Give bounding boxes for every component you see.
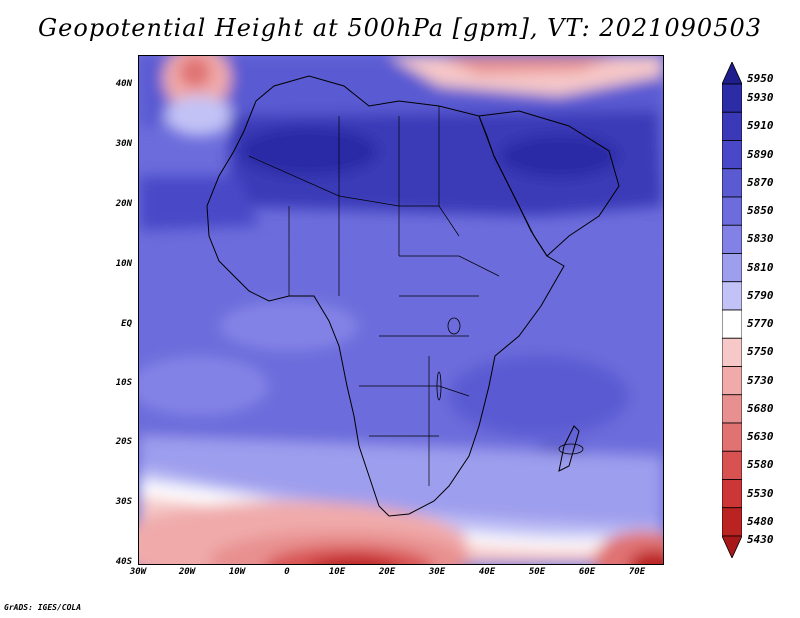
colorbar-cell — [722, 450, 742, 480]
colorbar-level-label: 5730 — [747, 373, 774, 387]
colorbar-level-label: 5850 — [747, 204, 774, 218]
colorbar-cell — [722, 309, 742, 339]
lon-tick-label: 20E — [378, 567, 396, 577]
lon-tick-label: 30W — [129, 567, 147, 577]
country-borders — [248, 106, 500, 486]
colorbar-cell — [722, 224, 742, 254]
colorbar — [722, 62, 742, 558]
colorbar-cell — [722, 196, 742, 226]
coastlines — [206, 75, 620, 517]
lat-tick-label: 30S — [115, 497, 132, 507]
lat-tick-label: 10S — [115, 378, 132, 388]
map-panel — [138, 55, 664, 565]
lon-tick-label: 50E — [528, 567, 546, 577]
colorbar-level-label: 5830 — [747, 232, 774, 246]
colorbar-cell — [722, 62, 742, 85]
colorbar-level-label: 5630 — [747, 430, 774, 444]
lat-tick-label: 10N — [115, 259, 132, 269]
colorbar-cell — [722, 83, 742, 113]
lon-tick-label: 10W — [228, 567, 246, 577]
lon-tick-label: 20W — [178, 567, 196, 577]
lat-tick-label: 40S — [115, 557, 132, 567]
colorbar-cell — [722, 366, 742, 396]
lat-tick-label: 20N — [115, 199, 132, 209]
credit-label: GrADS: IGES/COLA — [4, 603, 82, 612]
colorbar-level-label: 5950 — [747, 71, 774, 85]
colorbar-level-label: 5790 — [747, 288, 774, 302]
colorbar-level-label: 5890 — [747, 147, 774, 161]
colorbar-cell — [722, 253, 742, 283]
height-field-map — [139, 56, 663, 564]
lon-tick-label: 30E — [428, 567, 446, 577]
lon-tick-label: 40E — [478, 567, 496, 577]
colorbar-cell — [722, 168, 742, 198]
lon-tick-label: 70E — [628, 567, 646, 577]
colorbar-cell — [722, 281, 742, 311]
colorbar-level-label: 5770 — [747, 317, 774, 331]
colorbar-level-label: 5480 — [747, 514, 774, 528]
colorbar-level-label: 5580 — [747, 458, 774, 472]
colorbar-cell — [722, 479, 742, 509]
colorbar-level-label: 5870 — [747, 175, 774, 189]
lat-tick-label: 20S — [115, 437, 132, 447]
colorbar-cell — [722, 507, 742, 537]
colorbar-level-label: 5910 — [747, 119, 774, 133]
lat-tick-label: 40N — [115, 79, 132, 89]
colorbar-cell — [722, 422, 742, 452]
map-title: Geopotential Height at 500hPa [gpm], VT:… — [38, 14, 762, 42]
colorbar-cell — [722, 337, 742, 367]
contour-shading — [139, 56, 663, 564]
colorbar-cell — [722, 140, 742, 170]
colorbar-cell — [722, 394, 742, 424]
colorbar-level-label: 5530 — [747, 486, 774, 500]
lat-tick-label: EQ — [121, 319, 132, 329]
colorbar-level-label: 5430 — [747, 532, 774, 546]
colorbar-cell — [722, 535, 742, 558]
colorbar-level-label: 5810 — [747, 260, 774, 274]
colorbar-level-label: 5930 — [747, 91, 774, 105]
colorbar-level-label: 5750 — [747, 345, 774, 359]
colorbar-level-label: 5680 — [747, 401, 774, 415]
lon-tick-label: 0 — [284, 567, 290, 577]
lon-tick-label: 10E — [328, 567, 346, 577]
lat-tick-label: 30N — [115, 139, 132, 149]
colorbar-cell — [722, 111, 742, 141]
lon-tick-label: 60E — [578, 567, 596, 577]
